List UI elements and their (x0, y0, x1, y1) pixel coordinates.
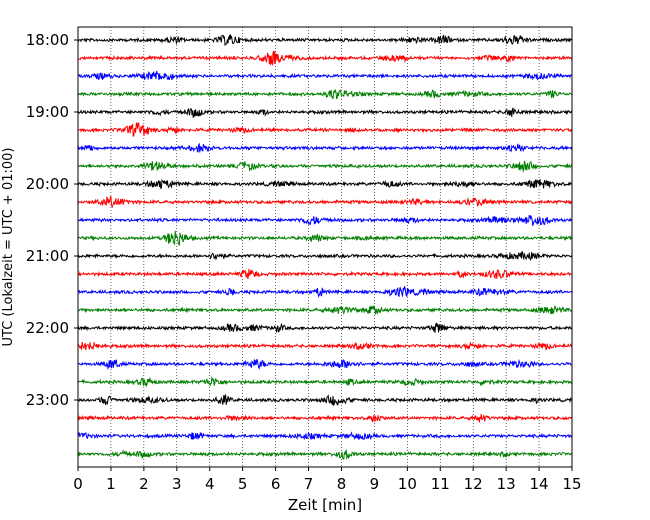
seismogram-trace (77, 50, 573, 67)
seismogram-trace (77, 196, 572, 209)
x-tick-label: 5 (238, 475, 248, 493)
seismogram-trace (77, 107, 573, 119)
y-axis-ticks: 18:00 19:00 20:00 21:00 22:00 23:00 (26, 31, 78, 409)
x-tick-label: 13 (497, 475, 516, 493)
plot-frame (77, 26, 573, 468)
seismogram-trace (77, 89, 573, 100)
seismogram-trace (77, 268, 572, 280)
seismogram-trace (77, 70, 573, 81)
x-tick-label: 2 (139, 475, 149, 493)
y-tick-label: 22:00 (26, 319, 69, 337)
seismogram-traces (77, 34, 573, 461)
x-axis-label: Zeit [min] (288, 496, 362, 514)
y-tick-label: 21:00 (26, 247, 69, 265)
vertical-grid (110, 27, 540, 467)
x-tick-label: 1 (106, 475, 116, 493)
x-tick-label: 6 (271, 475, 281, 493)
x-tick-label: 12 (464, 475, 483, 493)
seismogram-trace (77, 431, 572, 441)
x-tick-label: 14 (530, 475, 549, 493)
x-tick-label: 4 (205, 475, 215, 493)
x-tick-label: 7 (304, 475, 314, 493)
seismogram-trace (77, 122, 573, 137)
seismogram-trace (77, 230, 573, 246)
x-tick-label: 9 (370, 475, 380, 493)
y-axis-label: UTC (Lokalzeit = UTC + 01:00) (1, 148, 16, 347)
y-tick-label: 20:00 (26, 175, 69, 193)
seismogram-trace (77, 322, 573, 333)
x-tick-label: 11 (431, 475, 450, 493)
y-tick-label: 18:00 (26, 31, 69, 49)
x-tick-label: 3 (172, 475, 182, 493)
seismogram-trace (77, 305, 573, 315)
seismogram-trace (77, 160, 573, 173)
seismogram-trace (77, 178, 573, 190)
x-axis-ticks: 0 1 2 3 4 5 6 7 8 9 10 11 12 13 14 15 (73, 467, 582, 493)
seismogram-trace (77, 394, 573, 407)
seismogram-trace (77, 449, 573, 461)
seismogram-trace (77, 341, 573, 351)
x-tick-label: 15 (562, 475, 581, 493)
seismogram-trace (77, 376, 573, 388)
y-tick-label: 19:00 (26, 103, 69, 121)
seismogram-trace (77, 34, 573, 47)
y-tick-label: 23:00 (26, 391, 69, 409)
seismogram-trace (77, 358, 572, 371)
x-tick-label: 10 (398, 475, 417, 493)
seismogram-trace (77, 251, 573, 262)
seismogram-trace (77, 413, 573, 423)
seismogram-trace (77, 285, 573, 298)
seismogram-trace (77, 142, 573, 153)
x-tick-label: 0 (73, 475, 83, 493)
seismogram-trace (77, 214, 573, 227)
x-tick-label: 8 (337, 475, 347, 493)
plot-area (78, 27, 572, 467)
